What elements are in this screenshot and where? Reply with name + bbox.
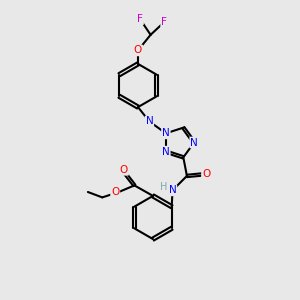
Text: N: N xyxy=(146,116,153,127)
Text: O: O xyxy=(202,169,210,179)
Text: N: N xyxy=(190,137,198,148)
Text: O: O xyxy=(120,165,128,175)
Text: O: O xyxy=(111,187,119,197)
Text: H: H xyxy=(160,182,168,192)
Text: O: O xyxy=(134,45,142,56)
Text: N: N xyxy=(162,128,170,138)
Text: F: F xyxy=(161,17,167,27)
Text: N: N xyxy=(169,185,176,195)
Text: F: F xyxy=(137,14,143,24)
Text: N: N xyxy=(162,147,170,157)
